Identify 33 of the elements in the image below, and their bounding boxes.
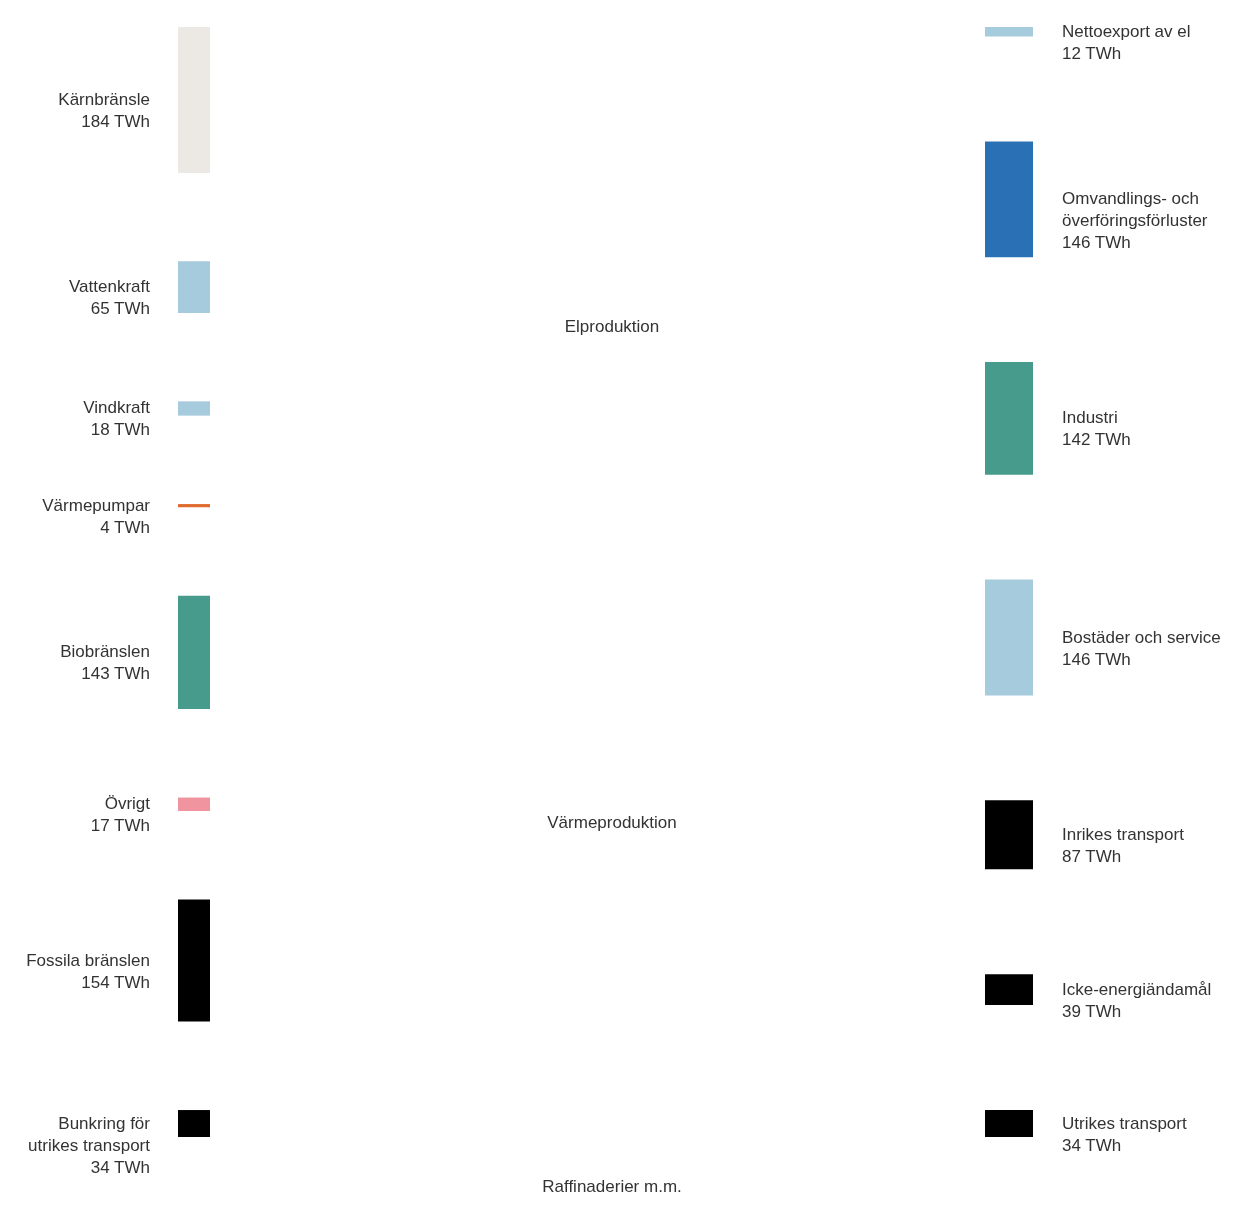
category-label: Fossila bränslen (26, 950, 150, 970)
category-label: Bunkring för utrikes transport (28, 1113, 151, 1155)
category-label: Vindkraft (83, 398, 151, 418)
category-label: Inrikes transport (1062, 824, 1185, 844)
data-label: 34 TWh (1062, 1135, 1122, 1155)
category-label: Kärnbränsle (58, 89, 150, 109)
data-label: 146 TWh (1062, 233, 1131, 253)
data-label: 143 TWh (81, 664, 150, 684)
text: Raffinaderier m.m. (542, 1176, 682, 1196)
data-label: 146 TWh (1062, 649, 1131, 669)
data-label: 184 TWh (81, 111, 150, 131)
category-label: Omvandlings- och överföringsförluster (1062, 189, 1208, 231)
data-label: 34 TWh (90, 1157, 150, 1177)
category-label: Icke-energiändamål (1062, 979, 1212, 999)
text: Värmeproduktion (547, 812, 677, 832)
data-label: 4 TWh (100, 517, 150, 537)
data-label: 87 TWh (1062, 846, 1122, 866)
data-label: 154 TWh (81, 972, 150, 992)
category-label: Utrikes transport (1062, 1113, 1187, 1133)
data-label: 39 TWh (1062, 1001, 1122, 1021)
category-label: Övrigt (104, 794, 151, 814)
category-label: Bostäder och service (1062, 627, 1221, 647)
category-label: Värmepumpar (42, 495, 151, 515)
category-label: Vattenkraft (69, 277, 151, 297)
category-label: Biobränslen (60, 642, 150, 662)
data-label: 17 TWh (90, 816, 150, 836)
data-label: 18 TWh (90, 420, 150, 440)
category-label: Nettoexport av el (1062, 21, 1191, 41)
category-label: Industri (1062, 408, 1118, 428)
data-label: 12 TWh (1062, 43, 1122, 63)
data-label: 142 TWh (1062, 430, 1131, 450)
data-label: 65 TWh (90, 299, 150, 319)
text: Elproduktion (564, 316, 660, 336)
